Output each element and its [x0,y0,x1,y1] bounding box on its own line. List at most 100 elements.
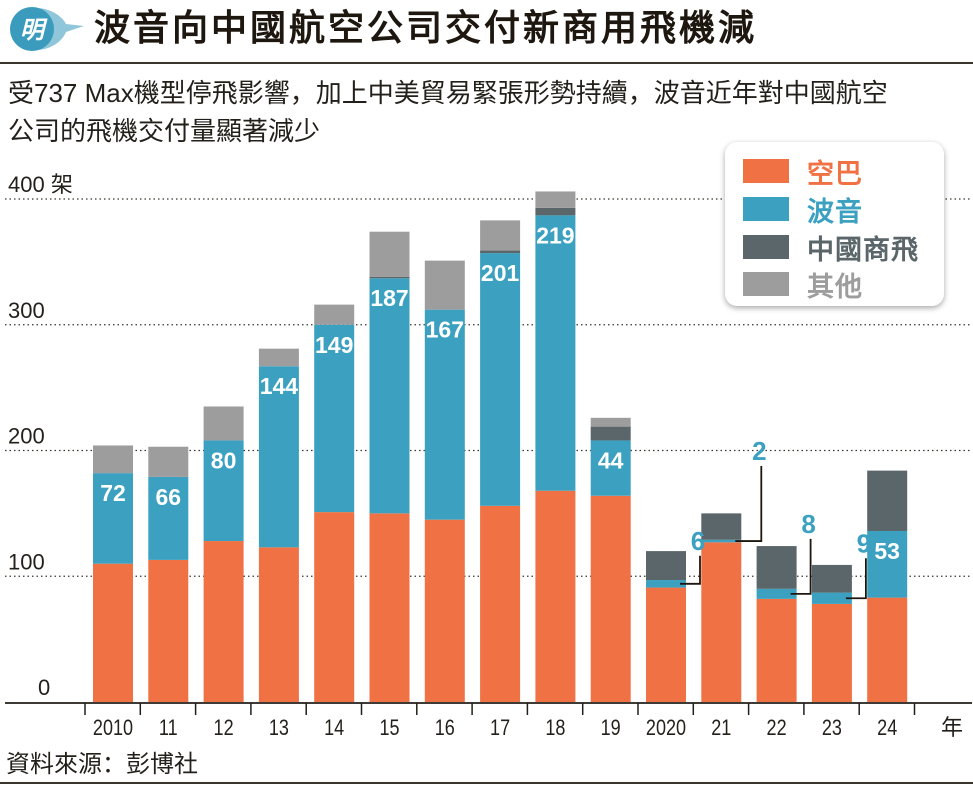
legend-swatch-boeing [743,197,789,221]
bar-segment-boeing [258,366,299,548]
legend-label-airbus: 空巴 [807,158,863,189]
y-axis-labels: 0 100 200 300 400 架 [8,172,73,700]
bar-segment-comac [867,470,908,531]
x-tick-label: 11 [159,716,178,740]
bar-segment-airbus [811,603,852,702]
bar-segment-other [535,191,576,208]
chart-legend: 空巴 波音 中國商飛 其他 [725,142,944,306]
chart-subtitle: 受737 Max機型停飛影響，加上中美貿易緊張形勢持續，波音近年對中國航空 公司… [8,74,968,150]
x-axis-unit-label: 年 [941,715,963,740]
data-label-boeing: 72 [100,480,126,506]
top-divider [0,62,973,64]
bar-segment-airbus [701,542,742,702]
x-tick-label: 23 [822,716,842,740]
data-label-boeing: 6 [691,526,705,556]
ming-pao-logo-icon: 明 [10,7,84,51]
data-labels: 72 66 80 144 149 187 167 201 219 44 6 2 8 9 53 [100,222,900,600]
bar-segment-other [590,417,631,427]
bar-segment-airbus [314,512,355,702]
x-tick-label: 18 [545,716,565,740]
bar-segment-boeing [756,588,797,599]
x-tick-label: 16 [435,716,455,740]
data-label-boeing: 149 [315,332,353,358]
bar-segment-comac [590,426,631,441]
bar-segment-comac [811,564,852,593]
bar-segment-airbus [756,598,797,702]
bar-segment-boeing [93,473,133,564]
legend-label-other: 其他 [807,271,863,302]
legend-swatch-airbus [743,159,789,183]
legend-swatch-other [743,272,789,296]
data-label-boeing: 187 [370,285,408,311]
bar-segment-other [93,445,133,474]
legend-item-airbus: 空巴 [743,156,863,189]
bar-segment-airbus [535,490,576,702]
bar-segment-boeing [203,440,244,542]
x-tick-label: 15 [379,716,399,740]
bar-segment-other [480,220,521,251]
chart-header: 明 波音向中國航空公司交付新商用飛機減 [0,0,973,58]
legend-swatch-comac [743,235,789,259]
callout-line [845,558,867,600]
bar-segment-boeing [646,580,686,588]
bar-segment-boeing [369,278,410,514]
y-tick-label: 400 架 [8,172,73,197]
legend-label-boeing: 波音 [807,196,863,227]
y-tick-label: 100 [8,549,45,574]
bar-segment-comac [535,207,576,216]
data-label-boeing: 144 [260,373,299,399]
bar-segment-comac [756,546,797,589]
x-tick-label: 21 [711,716,731,740]
subtitle-line-1: 受737 Max機型停飛影響，加上中美貿易緊張形勢持續，波音近年對中國航空 [8,78,888,108]
bar-segment-other [314,304,355,325]
x-tick-label: 12 [214,716,234,740]
bar-segment-other [148,446,189,477]
bar-segment-boeing [590,440,631,496]
bar-segment-comac [646,551,686,581]
x-tick-label: 2020 [646,716,686,740]
data-label-boeing: 8 [801,509,815,539]
logo-char: 明 [20,16,48,44]
bar-segment-airbus [646,587,686,702]
x-tick-label: 17 [490,716,510,740]
bar-segment-airbus [590,495,631,702]
bar-segment-airbus [867,597,908,702]
bar-segment-airbus [480,505,521,702]
bar-segment-boeing [867,530,908,598]
bar-segment-comac [480,250,521,254]
y-tick-label: 0 [38,675,50,700]
bar-segment-airbus [203,541,244,702]
x-tick-label: 22 [767,716,787,740]
data-label-boeing: 9 [857,528,871,558]
y-tick-label: 300 [8,298,45,323]
legend-label-comac: 中國商飛 [807,234,919,265]
bar-segment-airbus [93,563,133,702]
callout-line [680,555,701,585]
x-tick-label: 14 [324,716,344,740]
bar-segment-other [258,348,299,367]
bottom-divider [0,782,973,784]
data-label-boeing: 201 [481,260,520,286]
bars [93,191,908,702]
bar-segment-boeing [701,539,742,543]
callout-line [790,538,812,595]
bar-segment-other [369,231,410,277]
bar-segment-boeing [535,215,576,491]
bar-segment-airbus [148,559,189,702]
bar-segment-boeing [424,309,465,520]
x-tick-label: 2010 [93,716,133,740]
bar-segment-boeing [314,324,355,513]
x-tick-label: 19 [601,716,621,740]
bar-segment-airbus [369,513,410,702]
bar-segment-airbus [258,547,299,702]
data-label-boeing: 2 [752,436,766,466]
legend-item-boeing: 波音 [743,194,863,227]
bar-segment-other [203,406,244,441]
bar-segment-airbus [424,519,465,702]
x-axis: 2010 11 12 13 14 15 16 17 18 19 2020 21 22 23 24 年 [5,702,972,740]
data-label-boeing: 66 [156,484,182,510]
bar-segment-comac [369,276,410,279]
data-source: 資料來源：彭博社 [6,751,198,778]
subtitle-line-2: 公司的飛機交付量顯著減少 [8,116,321,146]
